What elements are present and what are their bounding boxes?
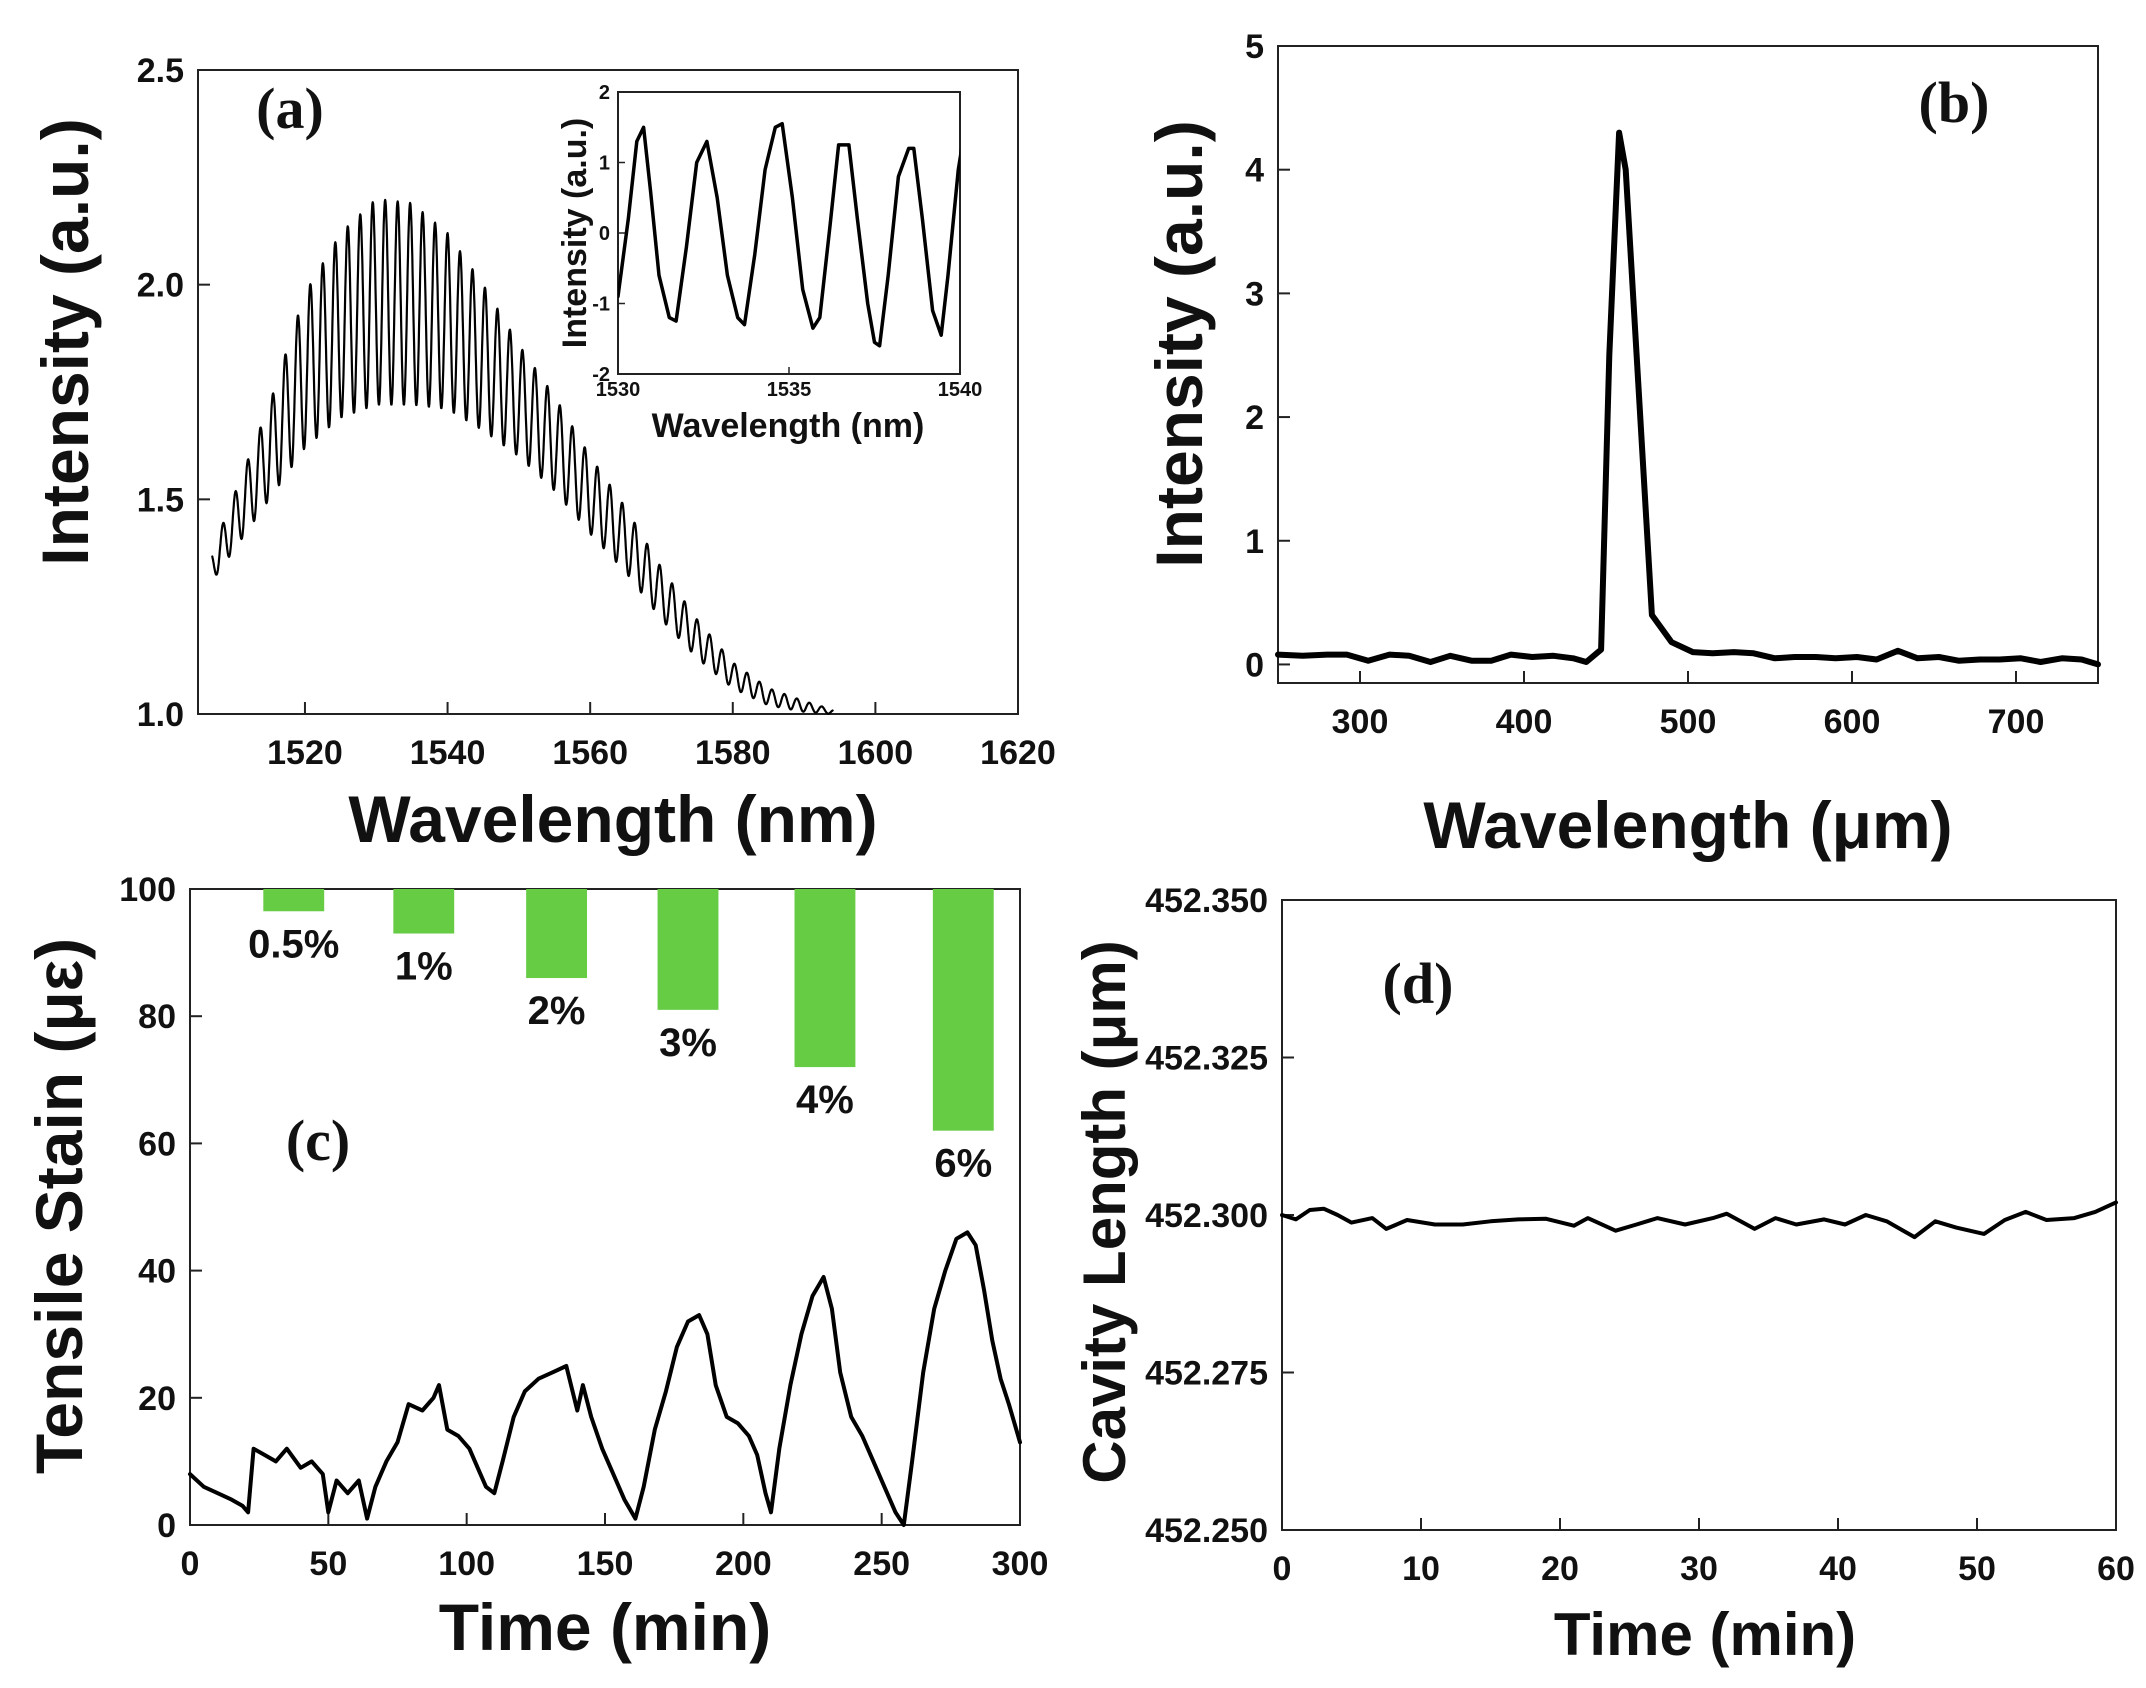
panel-d-panel-label: (d) — [1383, 951, 1454, 1016]
panel-b-xtick-label: 500 — [1660, 703, 1717, 741]
panel-d-ylabel: Cavity Length (μm) — [1071, 940, 1138, 1483]
panel-a-inset-xlabel: Wavelength (nm) — [652, 407, 925, 445]
panel-c-xtick-label: 200 — [715, 1545, 772, 1583]
panel-c-ytick-label: 100 — [119, 871, 176, 909]
panel-d-ytick-label: 452.250 — [1145, 1512, 1268, 1550]
panel-c-ytick-label: 60 — [138, 1125, 176, 1163]
panel-c-xtick-label: 0 — [181, 1545, 200, 1583]
panel-a-inset-ytick-label: 1 — [599, 153, 610, 175]
panel-d-ytick-label: 452.300 — [1145, 1197, 1268, 1235]
panel-b-xtick-label: 300 — [1332, 703, 1389, 741]
panel-c-ytick-label: 80 — [138, 998, 176, 1036]
panel-a-spectrum-line — [211, 198, 834, 715]
panel-a-inset-line — [618, 121, 960, 348]
panel-c-bar — [393, 889, 455, 934]
panel-a-inset-xtick-label: 1540 — [938, 379, 983, 401]
panel-c-xlabel: Time (min) — [439, 1590, 771, 1664]
panel-a-frame — [197, 69, 1019, 715]
panel-b-xtick-label: 400 — [1496, 703, 1553, 741]
panel-a-inset-ytick-label: 0 — [599, 223, 610, 245]
panel-c-bar — [657, 889, 719, 1010]
panel-b-ytick-label: 4 — [1245, 152, 1264, 190]
panel-d-xlabel: Time (min) — [1554, 1601, 1856, 1668]
panel-c-panel-label: (c) — [286, 1108, 350, 1173]
panel-b-ytick-label: 0 — [1245, 646, 1264, 684]
panel-a-xtick-label: 1520 — [267, 734, 343, 772]
panel-a-inset-xtick-label: 1535 — [767, 379, 812, 401]
panel-c-xtick-label: 100 — [438, 1545, 495, 1583]
panel-b-frame — [1277, 45, 2099, 684]
panel-a-xtick-label: 1620 — [980, 734, 1056, 772]
panel-c-ytick-label: 0 — [157, 1507, 176, 1545]
panel-c-bar — [263, 889, 325, 912]
panel-a-ytick-label: 2.5 — [137, 52, 184, 90]
panel-c-ytick-label: 20 — [138, 1380, 176, 1418]
panel-d-xtick-label: 0 — [1273, 1550, 1292, 1588]
panel-c-bar — [526, 889, 588, 979]
panel-c-xtick-label: 300 — [992, 1545, 1049, 1583]
panel-c-bar — [932, 889, 994, 1131]
panel-d-ytick-label: 452.275 — [1145, 1355, 1268, 1393]
panel-c-xtick-label: 250 — [853, 1545, 910, 1583]
panel-a-xlabel: Wavelength (nm) — [348, 782, 877, 856]
panel-a-ytick-label: 2.0 — [137, 267, 184, 305]
panel-c-xtick-label: 150 — [577, 1545, 634, 1583]
panel-c-ytick-label: 40 — [138, 1253, 176, 1291]
panel-d-xtick-label: 30 — [1680, 1550, 1718, 1588]
panel-c-bar-label: 0.5% — [248, 922, 339, 966]
panel-d-xtick-label: 40 — [1819, 1550, 1857, 1588]
panel-a-inset-ytick-label: -1 — [592, 294, 610, 316]
panel-a-inset-ytick-label: 2 — [599, 82, 610, 104]
panel-a-xtick-label: 1560 — [552, 734, 628, 772]
panel-b-ytick-label: 1 — [1245, 523, 1264, 561]
panel-a-ylabel: Intensity (a.u.) — [28, 118, 102, 565]
panel-a-xtick-label: 1580 — [695, 734, 771, 772]
panel-d-xtick-label: 20 — [1541, 1550, 1579, 1588]
panel-c-xtick-label: 50 — [309, 1545, 347, 1583]
panel-b-spectrum-line — [1275, 129, 2101, 668]
panel-a-panel-label: (a) — [256, 76, 324, 141]
panel-c-bar-label: 6% — [934, 1142, 992, 1186]
panel-a-inset-ylabel: Intensity (a.u.) — [556, 118, 594, 348]
panel-c-strain-line — [188, 1230, 1022, 1527]
panel-b-xlabel: Wavelength (μm) — [1423, 788, 1952, 862]
panel-b-xtick-label: 600 — [1824, 703, 1881, 741]
panel-d-ytick-label: 452.325 — [1145, 1040, 1268, 1078]
panel-a-xtick-label: 1600 — [838, 734, 914, 772]
panel-a-xtick-label: 1540 — [410, 734, 486, 772]
panel-c-bar-label: 4% — [796, 1078, 854, 1122]
panel-c-bar-label: 2% — [528, 989, 586, 1033]
panel-c-bar-label: 3% — [659, 1021, 717, 1065]
panel-c-ylabel: Tensile Stain (με) — [22, 938, 96, 1474]
panel-d-xtick-label: 50 — [1958, 1550, 1996, 1588]
panel-d-xtick-label: 60 — [2097, 1550, 2135, 1588]
panel-b-xtick-label: 700 — [1988, 703, 2045, 741]
panel-a-inset-xtick-label: 1530 — [596, 379, 641, 401]
panel-d-ytick-label: 452.350 — [1145, 882, 1268, 920]
panel-b-ytick-label: 3 — [1245, 275, 1264, 313]
panel-b-ytick-label: 5 — [1245, 28, 1264, 66]
panel-d-xtick-label: 10 — [1402, 1550, 1440, 1588]
panel-d-cavity-line — [1280, 1200, 2118, 1240]
panel-a-ytick-label: 1.5 — [137, 481, 184, 519]
panel-c-frame — [189, 888, 1021, 1526]
panel-a-inset-background — [618, 92, 960, 374]
panel-b-ytick-label: 2 — [1245, 399, 1264, 437]
panel-a-ytick-label: 1.0 — [137, 696, 184, 734]
panel-a-inset-ytick-label: -2 — [592, 364, 610, 386]
panel-b-ylabel: Intensity (a.u.) — [1142, 120, 1216, 567]
panel-c-bar-label: 1% — [395, 945, 453, 989]
panel-b-panel-label: (b) — [1919, 70, 1990, 135]
panel-c-bar — [794, 889, 856, 1068]
